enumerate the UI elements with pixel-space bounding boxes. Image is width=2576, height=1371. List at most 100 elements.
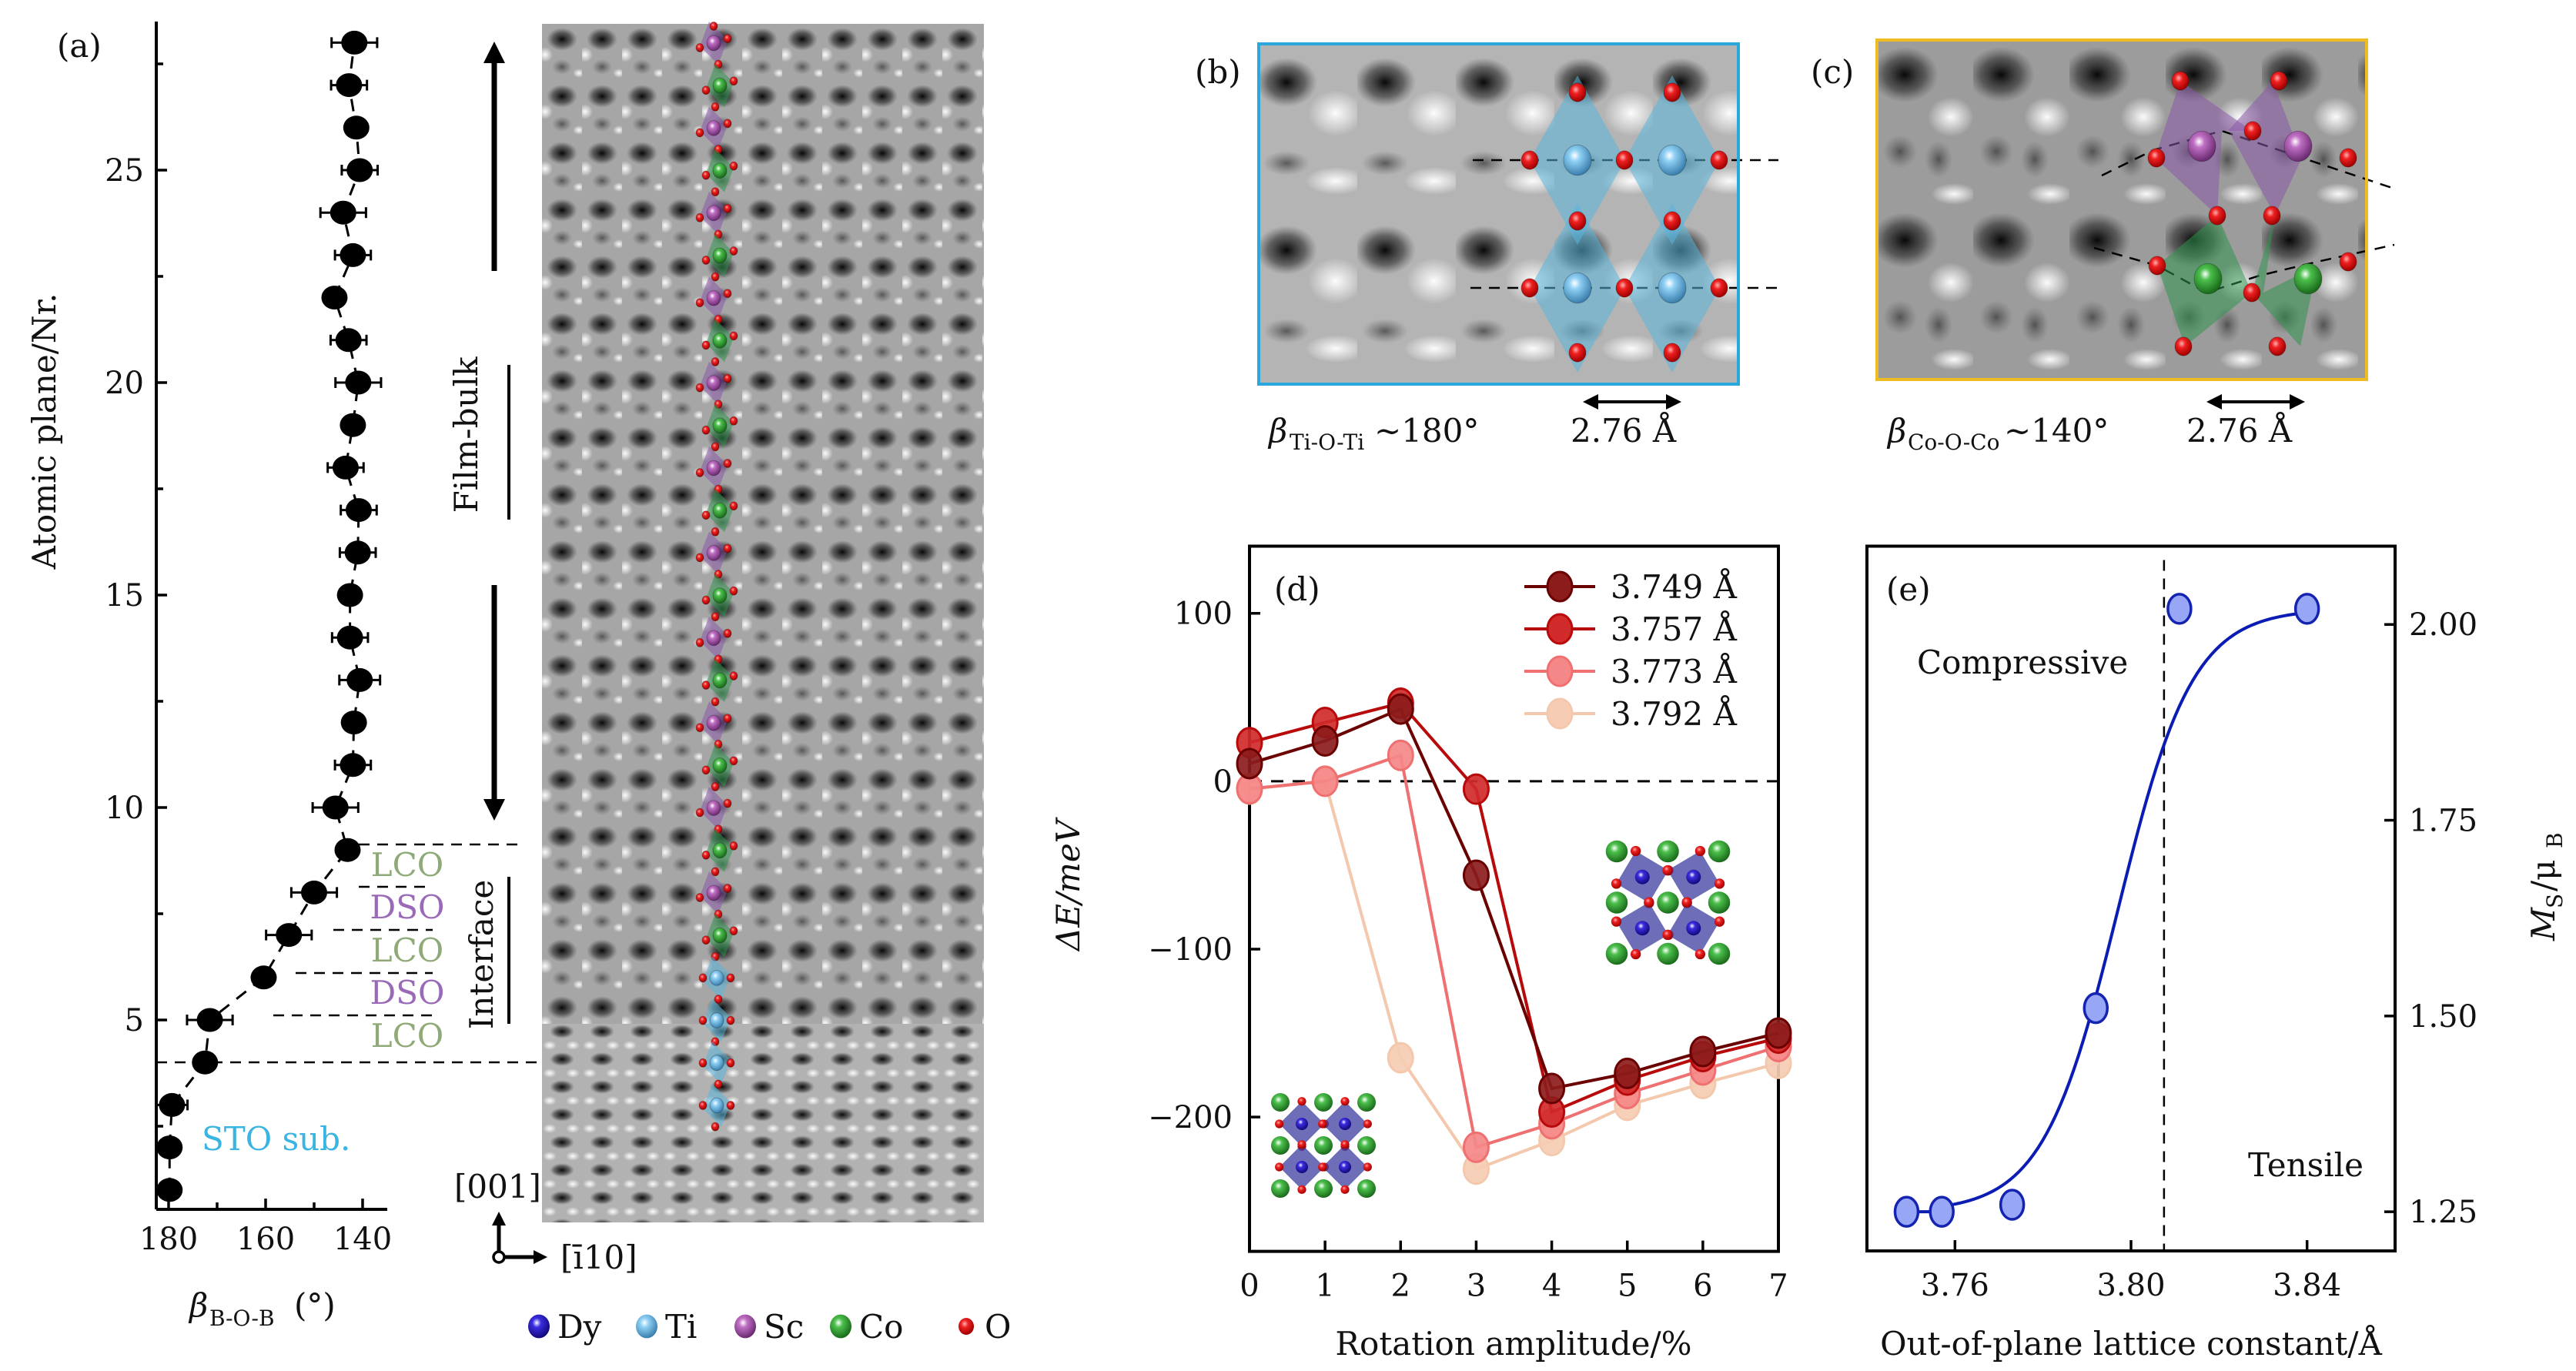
- data-point: [1462, 859, 1490, 891]
- y-axis-label-e-unit-sub: B: [2542, 832, 2568, 848]
- plot-d: 0 1 2 3 4 5 6 7 −200 −100 0 100: [1148, 544, 1792, 1304]
- o-atom: [723, 714, 732, 724]
- o-atom-icon: [1340, 1140, 1350, 1149]
- y-tick-label-e: 2.00: [2409, 607, 2477, 643]
- o-atom: [729, 501, 738, 511]
- stem-image: [542, 22, 984, 1222]
- o-atom: [711, 527, 720, 537]
- o-atom: [711, 102, 720, 112]
- legend-label: O: [985, 1308, 1011, 1346]
- co-atom: [712, 77, 728, 94]
- y-tick-label-d: −200: [1148, 1100, 1233, 1135]
- data-point-a: [330, 73, 369, 98]
- marker: [250, 965, 277, 990]
- marker: [322, 795, 349, 820]
- y-tick-label-a: 10: [105, 791, 144, 826]
- data-point-a: [192, 1050, 219, 1075]
- o-atom-icon: [1297, 1140, 1306, 1149]
- data-point-a: [330, 625, 370, 650]
- marker: [340, 242, 366, 267]
- left-arrowhead-icon: [2206, 394, 2222, 410]
- la-atom-icon: [1657, 891, 1679, 914]
- o-atom: [1521, 150, 1539, 170]
- annotation-compressive: Compressive: [1917, 644, 2128, 681]
- o-atom: [729, 331, 738, 341]
- o-atom: [726, 973, 735, 983]
- la-atom-icon: [1657, 942, 1679, 965]
- data-point: [1311, 725, 1339, 757]
- layer-label-lco: LCO: [371, 1017, 443, 1055]
- legend-item-dy: Dy: [528, 1308, 602, 1346]
- column-unit-co: [701, 403, 738, 452]
- data-point: [1311, 765, 1339, 798]
- direction-110-label: [ī10]: [560, 1239, 637, 1276]
- y-tick-label-d: 100: [1174, 597, 1233, 632]
- sc-atom: [706, 205, 721, 222]
- legend-marker-icon: [1546, 697, 1574, 730]
- o-atom: [2243, 121, 2262, 141]
- data-point-a: [334, 370, 383, 395]
- column-unit-sc: [695, 361, 732, 410]
- data-point: [1893, 1195, 1920, 1228]
- o-atom-icon: [1340, 1097, 1350, 1106]
- o-atom: [701, 85, 711, 95]
- o-atom: [701, 340, 711, 350]
- atom-legend: Dy Ti Sc Co O: [528, 1308, 1011, 1346]
- data-point: [1462, 1131, 1490, 1163]
- co-atom: [2293, 262, 2323, 295]
- o-atom-icon: [1297, 1185, 1306, 1194]
- legend-marker-icon: [1546, 655, 1574, 687]
- sc-atom: [706, 120, 721, 136]
- data-point: [1236, 747, 1263, 780]
- data-point: [1929, 1195, 1955, 1228]
- legend-item: 3.749 Å: [1524, 567, 1738, 606]
- panel-label-a: (a): [57, 27, 102, 65]
- series-line: [1249, 707, 1779, 1091]
- o-atom: [698, 1015, 708, 1025]
- legend-d: 3.749 Å 3.757 Å 3.773 Å3.792 Å: [1524, 567, 1738, 733]
- o-atom: [723, 459, 732, 468]
- column-unit-sc: [695, 276, 732, 324]
- sc-octahedron: [2228, 81, 2302, 216]
- marker: [301, 880, 327, 905]
- o-atom: [695, 637, 704, 647]
- marker: [335, 328, 362, 353]
- marker: [345, 498, 372, 523]
- o-atom-icon: [1363, 1119, 1372, 1129]
- y-axis-label-a: Atomic plane/Nr.: [25, 293, 63, 570]
- x-axis-label-a-symbol: β: [188, 1286, 208, 1324]
- sc-atom: [706, 630, 721, 647]
- ti-atom-icon: [636, 1314, 657, 1339]
- o-atom: [729, 586, 738, 596]
- data-point: [1462, 773, 1490, 805]
- panel-c-frame: [1875, 38, 2368, 381]
- sc-atom: [2283, 130, 2313, 162]
- x-tick-label-d: 0: [1239, 1269, 1259, 1304]
- stem-film-region: [542, 24, 984, 1025]
- legend-label: 3.757 Å: [1611, 610, 1738, 648]
- y-axis-label-e-unit: /μ: [2524, 860, 2562, 891]
- legend-item-co: Co: [830, 1308, 903, 1346]
- la-atom-icon: [1271, 1136, 1290, 1155]
- plot-frame-d: [1248, 544, 1780, 1253]
- panel-c-scale-label: 2.76 Å: [2186, 411, 2293, 450]
- o-atom: [2208, 206, 2226, 226]
- column-unit-co: [701, 64, 738, 112]
- x-tick-label-a: 180: [139, 1222, 198, 1257]
- o-atom: [711, 612, 720, 622]
- co-atom: [712, 502, 728, 519]
- data-point-a: [155, 1092, 189, 1117]
- data-point-a: [156, 1178, 183, 1202]
- panel-b-frame: [1257, 42, 1740, 386]
- o-atom-icon: [1275, 1162, 1284, 1172]
- data-point: [1387, 1042, 1414, 1074]
- x-tick-label-e: 3.76: [1921, 1268, 1989, 1303]
- film-bulk-label: Film-bulk: [447, 356, 485, 513]
- marker: [336, 73, 363, 98]
- x-tick-label-e: 3.80: [2096, 1268, 2165, 1303]
- la-atom-icon: [1605, 942, 1628, 965]
- co-center-atom-icon: [1339, 1161, 1351, 1173]
- o-atom: [701, 595, 711, 605]
- data-point: [1614, 1057, 1641, 1089]
- co-atom: [712, 842, 728, 859]
